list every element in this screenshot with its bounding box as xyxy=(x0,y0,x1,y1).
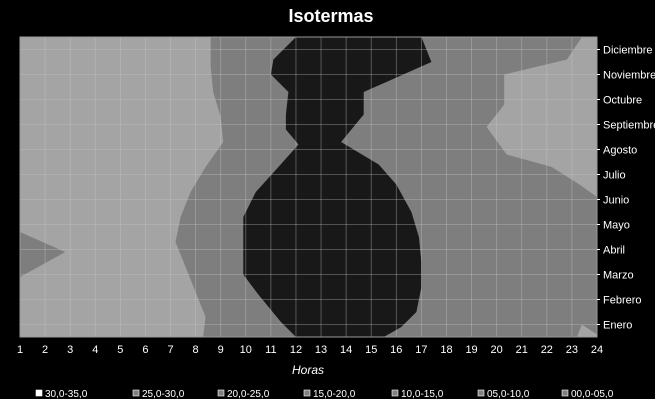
y-tick-label: Febrero xyxy=(603,295,642,307)
y-tick-label: Diciembre xyxy=(603,45,653,57)
x-tick-label: 10 xyxy=(240,344,252,356)
legend-label: 15,0-20,0 xyxy=(313,389,356,399)
x-tick-label: 7 xyxy=(167,344,173,356)
y-tick-label: Noviembre xyxy=(603,70,655,82)
plot-area xyxy=(20,37,597,337)
x-tick-label: 12 xyxy=(290,344,302,356)
legend-label: 05,0-10,0 xyxy=(487,389,530,399)
x-tick-label: 24 xyxy=(591,344,603,356)
legend-label: 30,0-35,0 xyxy=(45,389,88,399)
x-tick-label: 20 xyxy=(491,344,503,356)
legend-swatch xyxy=(303,389,311,397)
y-tick-label: Enero xyxy=(603,320,632,332)
x-tick-label: 3 xyxy=(67,344,73,356)
y-axis-ticks: Enero Febrero Marzo Abril Mayo Junio Julio Agos… xyxy=(597,45,655,332)
y-tick-label: Abril xyxy=(603,245,625,257)
x-tick-label: 19 xyxy=(465,344,477,356)
y-tick-label: Julio xyxy=(603,170,626,182)
legend-label: 10,0-15,0 xyxy=(401,389,444,399)
legend-swatch xyxy=(35,389,43,397)
x-tick-label: 23 xyxy=(566,344,578,356)
legend-swatch xyxy=(217,389,225,397)
x-tick-label: 9 xyxy=(218,344,224,356)
x-tick-label: 4 xyxy=(92,344,98,356)
legend-item: 15,0-20,0 xyxy=(303,389,356,399)
isotherm-region-3 xyxy=(243,37,432,337)
x-tick-label: 1 xyxy=(17,344,23,356)
y-tick-label: Marzo xyxy=(603,270,634,282)
y-tick-label: Septiembre xyxy=(603,120,655,132)
y-tick-label: Agosto xyxy=(603,145,637,157)
legend-item: 30,0-35,0 xyxy=(35,389,88,399)
x-tick-label: 18 xyxy=(440,344,452,356)
x-tick-label: 2 xyxy=(42,344,48,356)
legend: 30,0-35,0 25,0-30,0 20,0-25,0 15,0-20,0 10,0… xyxy=(35,389,614,399)
legend-swatch xyxy=(477,389,485,397)
x-tick-label: 5 xyxy=(117,344,123,356)
y-tick-label: Octubre xyxy=(603,95,642,107)
chart-title: Isotermas xyxy=(288,6,373,26)
grid xyxy=(19,36,598,338)
legend-swatch xyxy=(132,389,140,397)
legend-swatch xyxy=(561,389,569,397)
legend-label: 20,0-25,0 xyxy=(227,389,270,399)
x-tick-label: 6 xyxy=(142,344,148,356)
x-tick-label: 22 xyxy=(541,344,553,356)
legend-item: 05,0-10,0 xyxy=(477,389,530,399)
x-tick-label: 21 xyxy=(516,344,528,356)
legend-item: 00,0-05,0 xyxy=(561,389,614,399)
legend-item: 20,0-25,0 xyxy=(217,389,270,399)
x-axis-label: Horas xyxy=(292,363,324,377)
y-tick-label: Mayo xyxy=(603,220,630,232)
x-tick-label: 14 xyxy=(340,344,352,356)
x-tick-label: 16 xyxy=(390,344,402,356)
x-tick-label: 15 xyxy=(365,344,377,356)
x-axis-ticks: 1 2 3 4 5 6 7 8 9 10 11 12 13 14 15 16 17 18 19 20 21 22 23 24 xyxy=(17,344,603,356)
legend-label: 00,0-05,0 xyxy=(571,389,614,399)
isotherm-region-2 xyxy=(20,232,66,277)
x-tick-label: 17 xyxy=(415,344,427,356)
x-tick-label: 13 xyxy=(315,344,327,356)
legend-item: 10,0-15,0 xyxy=(391,389,444,399)
legend-label: 25,0-30,0 xyxy=(142,389,185,399)
y-tick-label: Junio xyxy=(603,195,629,207)
x-tick-label: 11 xyxy=(265,344,276,356)
legend-swatch xyxy=(391,389,399,397)
x-tick-label: 8 xyxy=(193,344,199,356)
legend-item: 25,0-30,0 xyxy=(132,389,185,399)
plot-border xyxy=(19,36,598,338)
